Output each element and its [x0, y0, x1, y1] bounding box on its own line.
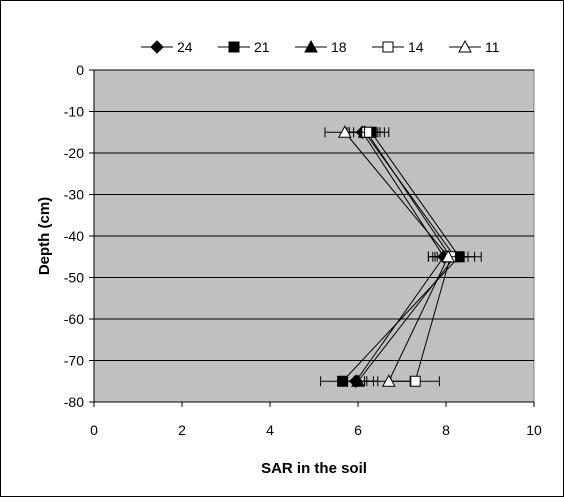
legend-label: 14: [408, 39, 424, 55]
y-tick-label: -30: [64, 187, 84, 203]
legend-item-14: 14: [372, 39, 424, 55]
y-tick-label: -50: [64, 270, 84, 286]
y-tick-label: -60: [64, 311, 84, 327]
y-tick-label: -70: [64, 353, 84, 369]
legend-marker: [458, 39, 472, 53]
legend-label: 11: [485, 39, 500, 55]
legend-item-11: 11: [449, 39, 500, 55]
data-point: [409, 375, 421, 387]
legend-label: 21: [254, 39, 270, 55]
legend-marker: [382, 41, 394, 53]
y-tick-label: -20: [64, 145, 84, 161]
x-tick-label: 8: [442, 422, 450, 438]
x-tick-label: 2: [178, 422, 186, 438]
legend-item-24: 24: [141, 39, 193, 55]
legend-item-21: 21: [218, 39, 270, 55]
legend-item-18: 18: [295, 39, 347, 55]
legend: 24 21 18 14 11: [141, 39, 500, 55]
y-tick-label: -10: [64, 104, 84, 120]
x-tick-label: 0: [90, 422, 98, 438]
data-point: [351, 374, 365, 387]
data-point: [441, 249, 456, 263]
x-tick-label: 10: [526, 422, 542, 438]
legend-label: 18: [331, 39, 347, 55]
legend-label: 24: [177, 39, 193, 55]
legend-marker: [150, 40, 164, 54]
x-tick-label: 4: [266, 422, 274, 438]
data-point: [337, 125, 352, 138]
y-axis-title: Depth (cm): [36, 197, 53, 275]
series-11: [324, 125, 469, 387]
legend-marker: [228, 41, 240, 53]
y-tick-label: 0: [76, 62, 84, 78]
axes: 0 -10 -20 -30 -40 -50 -60 -70 -80 0 2 4 6 8 10: [64, 62, 542, 438]
y-tick-label: -40: [64, 228, 84, 244]
series-layer: [320, 125, 482, 388]
y-tick-label: -80: [64, 394, 84, 410]
data-point: [381, 374, 396, 387]
x-axis-title: SAR in the soil: [261, 460, 367, 477]
legend-marker: [304, 39, 318, 53]
x-tick-label: 6: [354, 422, 362, 438]
